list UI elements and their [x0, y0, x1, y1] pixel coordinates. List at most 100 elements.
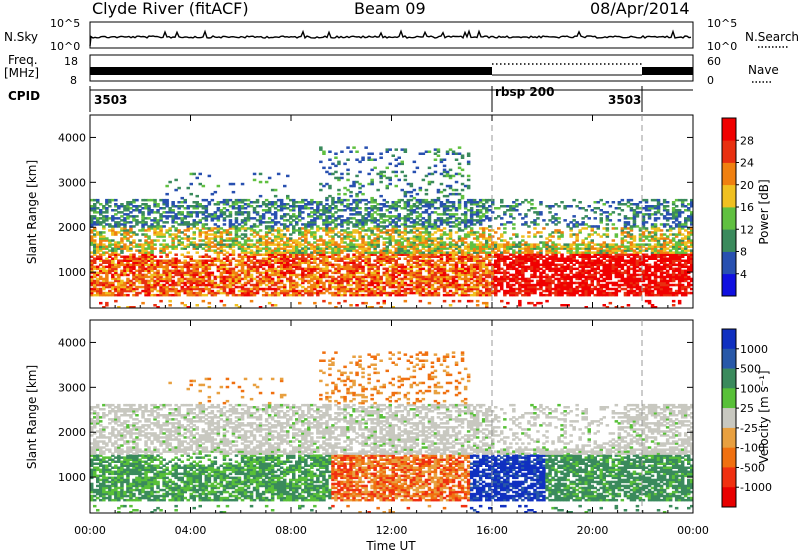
power-cell: [475, 293, 480, 297]
power-cell: [264, 277, 269, 281]
power-cell: [382, 257, 386, 260]
power-cell: [539, 291, 543, 295]
power-cell: [466, 277, 471, 281]
power-cell: [340, 215, 344, 218]
power-cell: [328, 207, 332, 210]
power-cell: [433, 263, 438, 267]
power-cell: [524, 255, 528, 258]
power-cell: [210, 245, 215, 248]
power-cell: [171, 239, 175, 242]
power-cell: [485, 241, 489, 244]
freq-bar-a: [90, 67, 492, 75]
power-cell: [234, 229, 239, 232]
power-cell: [524, 241, 528, 244]
power-cell: [255, 265, 260, 269]
power-cell: [249, 239, 254, 242]
power-cell: [222, 253, 227, 256]
power-cell: [135, 285, 139, 289]
power-cell: [352, 146, 356, 149]
power-cell: [421, 237, 426, 240]
power-cell: [469, 243, 474, 246]
power-cell: [264, 253, 269, 256]
power-cell: [234, 207, 239, 210]
power-cell: [93, 257, 97, 260]
power-cell: [518, 213, 522, 216]
power-cell: [177, 229, 181, 232]
power-cell: [521, 275, 525, 279]
power-cell: [150, 198, 154, 202]
power-cell: [276, 198, 281, 202]
power-cell: [279, 289, 284, 293]
power-cell: [524, 257, 528, 260]
power-cell: [180, 271, 184, 275]
power-cell: [412, 271, 417, 275]
power-cell: [358, 243, 362, 246]
power-cell: [177, 211, 181, 214]
power-cell: [379, 170, 383, 174]
power-cell: [403, 251, 408, 254]
power-cell: [466, 225, 471, 228]
power-cell: [509, 209, 513, 212]
power-cell: [454, 152, 459, 155]
power-cell: [237, 223, 242, 226]
power-cell: [159, 275, 163, 279]
power-cell: [183, 259, 187, 262]
power-cell: [165, 215, 169, 218]
power-cell: [454, 269, 459, 273]
power-cell: [141, 267, 145, 271]
power-cell: [409, 277, 414, 281]
power-cell: [213, 251, 218, 254]
power-cell: [370, 207, 374, 210]
power-cell: [403, 265, 408, 269]
power-cell: [521, 279, 525, 283]
power-cell: [301, 271, 305, 275]
power-cell: [412, 211, 417, 214]
power-cell: [90, 269, 94, 273]
power-cell: [331, 221, 335, 224]
power-cell: [497, 259, 501, 262]
power-cell: [530, 289, 534, 293]
power-cell: [433, 253, 438, 256]
power-cell: [286, 174, 290, 178]
power-cell: [249, 255, 254, 258]
power-cell: [129, 241, 133, 244]
power-cell: [481, 237, 486, 240]
power-cell: [156, 265, 160, 269]
power-cell: [469, 293, 474, 297]
power-cell: [403, 267, 408, 271]
power-cell: [376, 265, 380, 269]
power-cell: [485, 198, 489, 202]
power-cell: [373, 259, 377, 262]
power-cell: [222, 267, 227, 271]
power-cell: [361, 275, 365, 279]
power-cell: [518, 281, 522, 285]
power-cell: [421, 247, 426, 250]
power-cell: [509, 289, 513, 293]
power-cell: [424, 233, 429, 236]
power-cell: [99, 245, 103, 248]
power-cell: [162, 221, 166, 224]
power-cell: [376, 209, 380, 212]
power-cell: [412, 219, 417, 222]
power-cell: [301, 255, 305, 258]
power-cell: [216, 269, 221, 273]
power-cell: [102, 211, 106, 214]
power-cell: [310, 293, 314, 297]
power-cell: [436, 269, 441, 273]
power-cell: [346, 277, 350, 281]
power-cell: [144, 257, 148, 260]
power-cell: [439, 213, 444, 216]
power-cell: [451, 213, 456, 216]
power-cell: [316, 293, 320, 297]
power-cell: [283, 207, 287, 210]
power-cell: [316, 201, 320, 204]
power-cell: [322, 166, 326, 170]
power-cell: [472, 267, 477, 271]
power-cell: [364, 207, 368, 210]
power-cell: [165, 267, 169, 271]
power-cell: [460, 257, 465, 260]
power-cell: [343, 162, 347, 166]
power-cell: [174, 293, 178, 297]
power-cell: [433, 279, 438, 283]
power-cell: [261, 247, 266, 250]
